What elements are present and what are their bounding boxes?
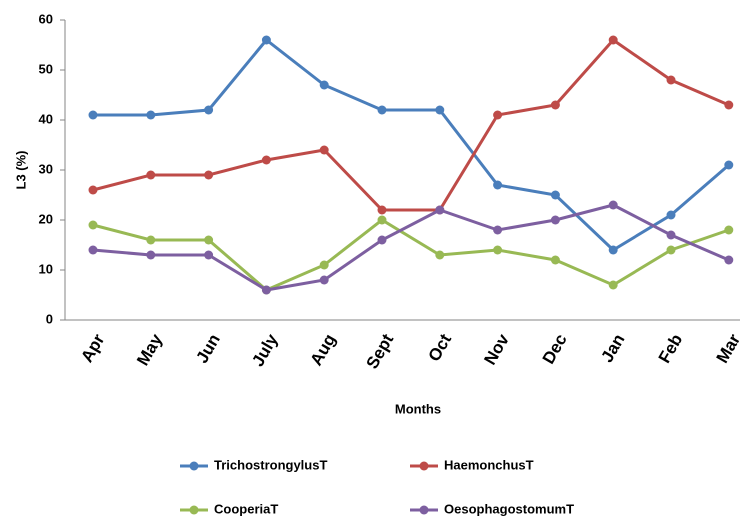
point <box>724 255 734 265</box>
x-tick-label: July <box>248 330 282 369</box>
point <box>724 225 734 235</box>
point <box>550 255 560 265</box>
point <box>666 230 676 240</box>
x-tick-label: Feb <box>655 331 687 367</box>
point <box>608 245 618 255</box>
series-line <box>92 38 730 212</box>
series-line <box>92 218 730 292</box>
point <box>666 75 676 85</box>
point <box>493 245 503 255</box>
legend-marker <box>419 505 429 515</box>
point <box>377 105 387 115</box>
y-tick-label: 60 <box>39 11 53 26</box>
legend-marker <box>419 461 429 471</box>
point <box>435 105 445 115</box>
y-tick-label: 10 <box>39 261 53 276</box>
point <box>493 110 503 120</box>
legend-marker <box>189 461 199 471</box>
point <box>261 285 271 295</box>
legend-label: OesophagostomumT <box>444 501 574 516</box>
point <box>204 235 214 245</box>
point <box>204 105 214 115</box>
series-line <box>92 203 730 292</box>
point <box>435 250 445 260</box>
point <box>204 250 214 260</box>
point <box>146 110 156 120</box>
y-tick-label: 30 <box>39 161 53 176</box>
x-tick-label: Mar <box>713 330 744 366</box>
legend-label: HaemonchusT <box>444 457 534 472</box>
point <box>319 80 329 90</box>
point <box>88 185 98 195</box>
y-tick-label: 20 <box>39 211 53 226</box>
point <box>319 275 329 285</box>
point <box>377 235 387 245</box>
point <box>261 155 271 165</box>
legend-label: CooperiaT <box>214 501 278 516</box>
point <box>550 215 560 225</box>
y-axis-title: L3 (%) <box>13 151 28 190</box>
x-axis-title: Months <box>395 401 441 416</box>
legend-marker <box>189 505 199 515</box>
point <box>146 170 156 180</box>
point <box>666 245 676 255</box>
point <box>377 215 387 225</box>
x-tick-label: Jun <box>192 331 224 367</box>
x-tick-label: Apr <box>77 330 108 365</box>
point <box>88 110 98 120</box>
point <box>146 235 156 245</box>
point <box>608 200 618 210</box>
point <box>319 145 329 155</box>
y-tick-label: 0 <box>46 311 53 326</box>
x-tick-label: Jan <box>597 331 628 366</box>
point <box>204 170 214 180</box>
series-line <box>93 37 730 252</box>
x-tick-label: Aug <box>307 331 340 369</box>
legend-label: TrichostrongylusT <box>214 457 327 472</box>
point <box>550 100 560 110</box>
point <box>261 35 271 45</box>
x-tick-label: May <box>133 330 166 369</box>
point <box>377 205 387 215</box>
point <box>724 100 734 110</box>
x-tick-label: Nov <box>480 330 513 368</box>
point <box>666 210 676 220</box>
x-tick-label: Sept <box>362 330 397 372</box>
point <box>608 280 618 290</box>
point <box>608 35 618 45</box>
y-tick-label: 40 <box>39 111 53 126</box>
point <box>435 205 445 215</box>
point <box>146 250 156 260</box>
point <box>550 190 560 200</box>
x-tick-label: Dec <box>539 331 571 368</box>
point <box>88 245 98 255</box>
y-tick-label: 50 <box>39 61 53 76</box>
point <box>493 225 503 235</box>
point <box>319 260 329 270</box>
x-tick-label: Oct <box>425 330 456 364</box>
point <box>724 160 734 170</box>
point <box>88 220 98 230</box>
point <box>493 180 503 190</box>
